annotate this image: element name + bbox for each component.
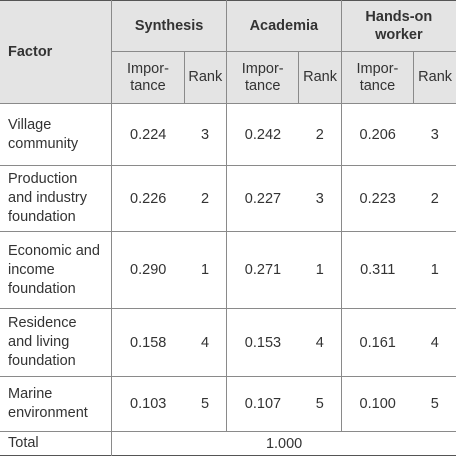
factor-name-label: Village community <box>8 116 79 152</box>
rank-cell: 3 <box>184 103 227 166</box>
rank-cell: 2 <box>184 165 227 232</box>
importance-header-label: Impor-tance <box>241 60 284 94</box>
group-header-hands-on-worker-label: Hands-on worker <box>365 9 433 43</box>
factor-name: Marine environment <box>0 376 113 432</box>
rank-cell: 5 <box>184 376 227 432</box>
rank-cell: 5 <box>413 376 456 432</box>
rank-cell: 4 <box>298 308 342 377</box>
importance-cell: 0.224 <box>111 103 185 166</box>
importance-header-label: Impor-tance <box>356 60 399 94</box>
table-row: Economic and income foundation 0.290 1 0.2… <box>0 231 456 309</box>
rank-cell: 4 <box>184 308 227 377</box>
factor-name: Production and industry foundation <box>0 165 113 232</box>
group-header-synthesis: Synthesis <box>111 0 227 52</box>
rank-cell: 2 <box>413 165 456 232</box>
importance-cell: 0.223 <box>341 165 414 232</box>
importance-cell: 0.206 <box>341 103 414 166</box>
importance-header: Impor-tance <box>226 51 300 104</box>
table-body: Village community 0.224 3 0.242 2 0.206 3… <box>0 103 456 456</box>
factor-name: Residence and living foundation <box>0 308 113 377</box>
rank-cell: 3 <box>413 103 456 166</box>
importance-cell: 0.103 <box>111 376 185 432</box>
rank-header: Rank <box>298 51 342 104</box>
importance-cell: 0.271 <box>226 231 299 309</box>
rank-cell: 2 <box>298 103 342 166</box>
factor-name: Economic and income foundation <box>0 231 113 309</box>
factor-header: Factor <box>0 0 113 104</box>
group-header-hands-on-worker: Hands-on worker <box>341 0 456 52</box>
importance-cell: 0.311 <box>341 231 414 309</box>
importance-cell: 0.242 <box>226 103 299 166</box>
importance-cell: 0.107 <box>226 376 299 432</box>
group-header-academia: Academia <box>226 0 342 52</box>
importance-cell: 0.158 <box>111 308 185 377</box>
total-value: 1.000 <box>265 435 303 452</box>
table-row: Residence and living foundation 0.158 4 0.… <box>0 308 456 377</box>
importance-cell: 0.290 <box>111 231 185 309</box>
rank-header: Rank <box>413 51 456 104</box>
importance-cell: 0.161 <box>341 308 414 377</box>
factor-name-label: Residence and living foundation <box>8 315 77 369</box>
table-row: Production and industry foundation 0.226 2… <box>0 165 456 232</box>
rank-cell: 1 <box>298 231 342 309</box>
table-row: Marine environment 0.103 5 0.107 5 0.100 … <box>0 376 456 432</box>
total-label: Total <box>0 431 113 456</box>
importance-header: Impor-tance <box>111 51 185 104</box>
importance-cell: 0.227 <box>226 165 299 232</box>
importance-header-label: Impor-tance <box>127 60 169 94</box>
importance-cell: 0.100 <box>341 376 414 432</box>
total-row: Total 1.000 <box>0 431 456 456</box>
rank-header: Rank <box>184 51 227 104</box>
table-row: Village community 0.224 3 0.242 2 0.206 3 <box>0 103 456 166</box>
importance-cell: 0.153 <box>226 308 299 377</box>
table-header: Factor Synthesis Academia Hands-on worke… <box>0 0 456 104</box>
rank-cell: 1 <box>413 231 456 309</box>
factor-name-label: Marine environment <box>8 386 88 421</box>
importance-cell: 0.226 <box>111 165 185 232</box>
factor-name-label: Economic and income foundation <box>8 242 100 297</box>
rank-cell: 1 <box>184 231 227 309</box>
rank-cell: 5 <box>298 376 342 432</box>
factor-name: Village community <box>0 103 113 166</box>
importance-header: Impor-tance <box>341 51 415 104</box>
factor-name-label: Production and industry foundation <box>8 171 87 225</box>
rank-cell: 4 <box>413 308 456 377</box>
rank-cell: 3 <box>298 165 342 232</box>
